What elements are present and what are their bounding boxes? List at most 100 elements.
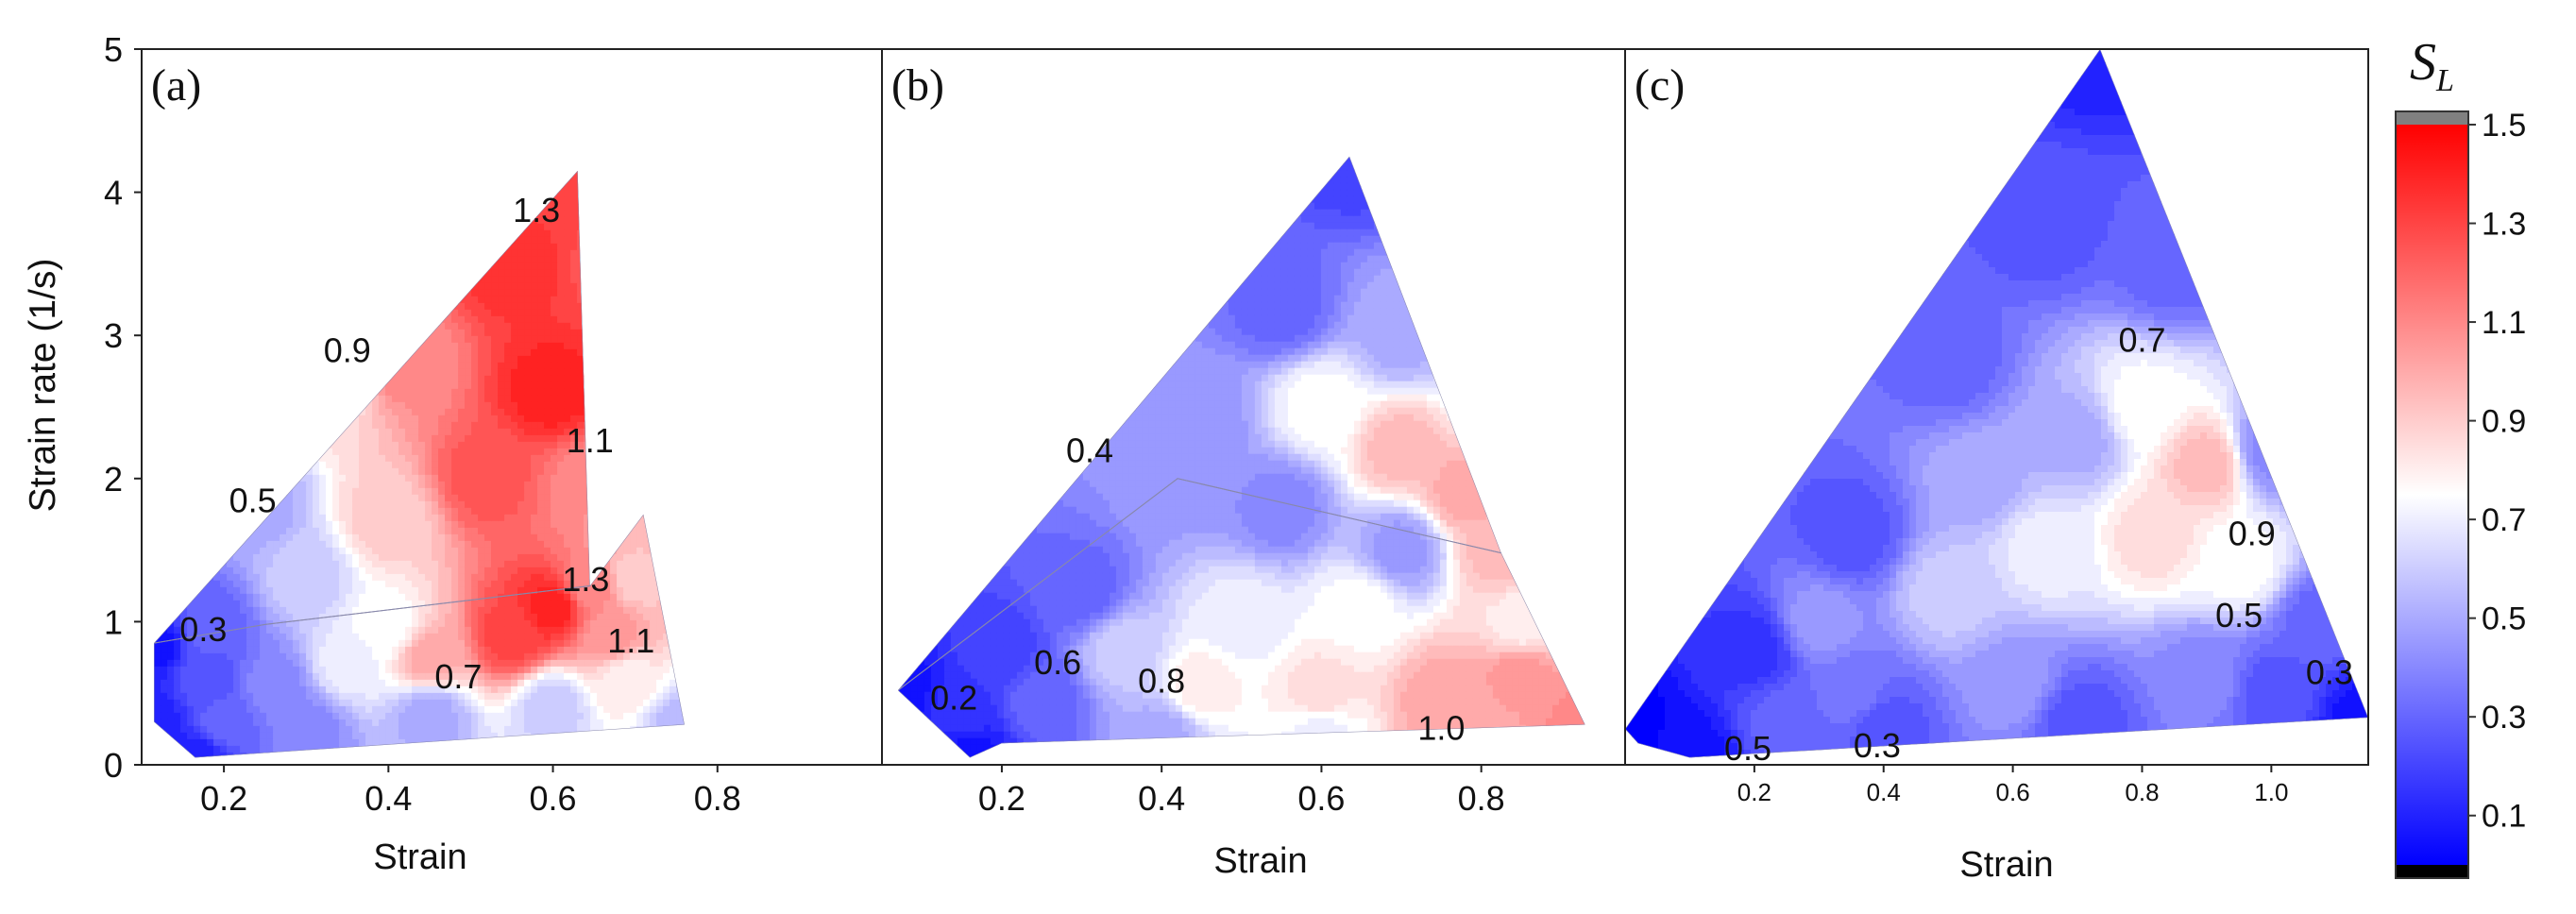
contour-cell [379,415,386,423]
contour-cell [412,633,419,641]
contour-cell [465,692,472,701]
contour-cell [200,606,208,615]
contour-cell [491,329,499,337]
contour-cell [484,487,492,496]
contour-cell [392,236,399,245]
contour-cell [451,381,459,390]
contour-cell [398,672,406,681]
contour-cell [253,177,261,185]
contour-cell [372,672,380,681]
contour-cell [213,229,221,238]
contour-cell [286,236,294,245]
contour-cell [471,428,479,436]
contour-cell [266,692,274,701]
contour-cell [332,256,340,264]
contour-cell [372,448,380,456]
contour-cell [365,553,373,562]
contour-cell [504,633,512,641]
contour-cell [200,540,208,549]
contour-cell [398,507,406,516]
contour-cell [180,672,188,681]
contour-cell [451,514,459,522]
contour-cell [352,507,360,516]
contour-cell [465,652,472,661]
contour-cell [385,533,393,542]
contour-cell [233,705,241,714]
contour-cell [432,679,439,687]
contour-cell [438,408,446,416]
contour-cell [379,183,386,192]
contour-cell [504,302,512,311]
contour-cell [293,752,300,758]
contour-cell [392,692,399,701]
contour-cell [478,428,485,436]
contour-cell [174,580,181,588]
contour-cell [319,467,327,476]
contour-cell [379,481,386,489]
contour-cell [484,560,492,568]
contour-cell [319,322,327,330]
contour-cell [240,223,247,231]
contour-cell [418,481,426,489]
contour-cell [154,487,161,496]
contour-cell [425,553,432,562]
contour-cell [253,533,261,542]
contour-cell [346,725,353,734]
contour-cell [253,639,261,648]
contour-cell [438,719,446,727]
contour-cell [180,276,188,284]
contour-cell [346,573,353,582]
contour-cell [339,487,347,496]
contour-cell [491,243,499,251]
contour-cell [392,732,399,740]
contour-cell [286,421,294,430]
contour-cell [392,745,399,753]
contour-cell [392,547,399,555]
contour-cell [504,454,512,463]
contour-cell [187,732,195,740]
contour-cell [253,732,261,740]
contour-cell [180,388,188,397]
contour-cell [233,262,241,271]
contour-cell [286,368,294,377]
contour-cell [194,520,201,529]
contour-cell [359,256,366,264]
contour-cell [491,553,499,562]
contour-cell [339,481,347,489]
contour-cell [194,666,201,674]
contour-cell [213,527,221,535]
contour-cell [359,626,366,635]
contour-cell [253,553,261,562]
contour-cell [339,203,347,212]
contour-cell [246,434,254,443]
contour-cell [187,461,195,469]
contour-cell [458,500,466,509]
contour-cell [240,441,247,449]
contour-cell [180,282,188,291]
contour-cell [458,613,466,621]
contour-cell [418,613,426,621]
contour-cell [233,752,241,758]
contour-cell [398,434,406,443]
contour-cell [207,262,214,271]
contour-cell [220,408,228,416]
contour-cell [286,494,294,502]
contour-cell [161,725,168,734]
contour-cell [352,177,360,185]
contour-cell [352,196,360,205]
contour-cell [207,355,214,364]
contour-cell [319,514,327,522]
contour-cell [398,342,406,350]
contour-cell [425,395,432,403]
contour-cell [326,719,333,727]
contour-cell [213,381,221,390]
contour-cell [187,210,195,218]
contour-cell [187,679,195,687]
contour-cell [194,289,201,297]
contour-cell [246,375,254,383]
contour-cell [293,467,300,476]
contour-cell [253,626,261,635]
contour-cell [458,190,466,198]
contour-cell [161,593,168,601]
contour-cell [438,705,446,714]
